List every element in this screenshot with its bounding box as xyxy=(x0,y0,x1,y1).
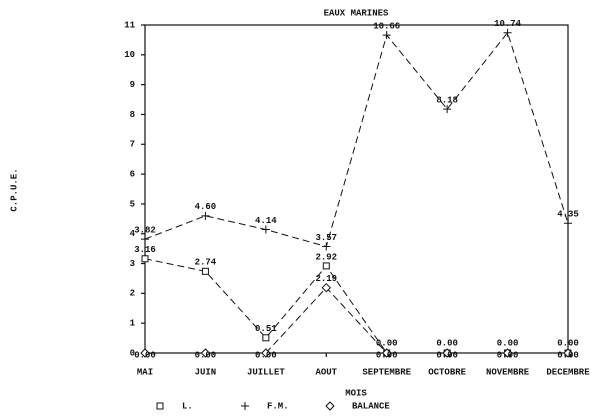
x-tick-label: JUIN xyxy=(195,367,217,377)
data-label: 0.00 xyxy=(497,338,519,348)
y-tick-label: 0 xyxy=(130,348,135,358)
series-line xyxy=(145,286,568,354)
y-tick-label: 7 xyxy=(130,140,135,150)
data-label: 4.14 xyxy=(255,216,277,226)
point xyxy=(322,262,330,270)
legend-label: F.M. xyxy=(267,401,289,411)
x-axis-label: MOIS xyxy=(345,388,367,398)
point xyxy=(262,334,270,342)
y-tick-label: 3 xyxy=(130,259,135,269)
point xyxy=(325,401,335,411)
point xyxy=(382,31,391,40)
data-label: 3.82 xyxy=(134,225,156,235)
y-axis-label: C.P.U.E. xyxy=(9,168,19,211)
x-tick-label: JUILLET xyxy=(247,367,285,377)
y-tick-label: 11 xyxy=(124,20,135,30)
data-label: 0.00 xyxy=(195,350,217,360)
y-tick-label: 6 xyxy=(130,169,135,179)
legend-label: L. xyxy=(182,401,193,411)
data-label: 0.00 xyxy=(436,338,458,348)
point xyxy=(140,348,150,358)
point xyxy=(503,28,512,37)
point xyxy=(382,348,392,358)
data-label: 0.51 xyxy=(255,324,277,334)
data-label: 10.66 xyxy=(373,22,400,32)
y-tick-label: 4 xyxy=(130,229,136,239)
data-label: 3.16 xyxy=(134,245,156,255)
point xyxy=(241,402,249,410)
x-tick-label: SEPTEMBRE xyxy=(362,367,411,377)
point xyxy=(321,282,331,293)
data-label: 0.00 xyxy=(255,350,277,360)
data-label: 2.19 xyxy=(315,274,337,284)
data-label: 0.00 xyxy=(497,350,519,360)
legend-label: BALANCE xyxy=(352,401,390,411)
data-label: 0.00 xyxy=(376,338,398,348)
x-tick-label: DECEMBRE xyxy=(546,367,590,377)
y-tick-label: 2 xyxy=(130,289,135,299)
data-label: 2.92 xyxy=(315,252,337,262)
point xyxy=(442,348,452,358)
point xyxy=(201,211,210,220)
y-tick-label: 10 xyxy=(124,50,135,60)
point xyxy=(201,267,209,275)
point xyxy=(261,348,271,358)
y-tick-label: 8 xyxy=(130,110,135,120)
x-tick-label: NOVEMBRE xyxy=(486,367,530,377)
point xyxy=(141,235,149,244)
data-label: 0.00 xyxy=(134,350,156,360)
data-label: 3.57 xyxy=(315,233,337,243)
plot-frame xyxy=(144,24,569,354)
x-tick-label: MAI xyxy=(137,367,153,377)
y-tick-label: 9 xyxy=(130,80,135,90)
data-label: 0.00 xyxy=(557,350,579,360)
point xyxy=(156,402,164,410)
x-tick-label: AOUT xyxy=(315,367,337,377)
point xyxy=(261,225,270,234)
point xyxy=(502,348,513,358)
point xyxy=(141,255,149,263)
data-label: 10.74 xyxy=(494,19,522,29)
y-tick-label: 1 xyxy=(130,319,136,329)
series-line xyxy=(144,31,569,248)
data-label: 0.00 xyxy=(376,350,398,360)
data-label: 0.00 xyxy=(436,350,458,360)
chart-title: EAUX MARINES xyxy=(324,8,389,18)
point xyxy=(200,348,211,358)
data-label: 4.35 xyxy=(557,210,579,220)
data-label: 2.74 xyxy=(195,258,217,268)
y-tick-label: 5 xyxy=(130,199,135,209)
data-label: 4.60 xyxy=(195,202,217,212)
x-tick-label: OCTOBRE xyxy=(428,367,466,377)
data-label: 8.18 xyxy=(436,95,458,105)
point xyxy=(563,348,573,358)
point xyxy=(322,242,331,251)
point xyxy=(443,105,452,114)
data-label: 0.00 xyxy=(557,338,579,348)
point xyxy=(564,219,572,228)
